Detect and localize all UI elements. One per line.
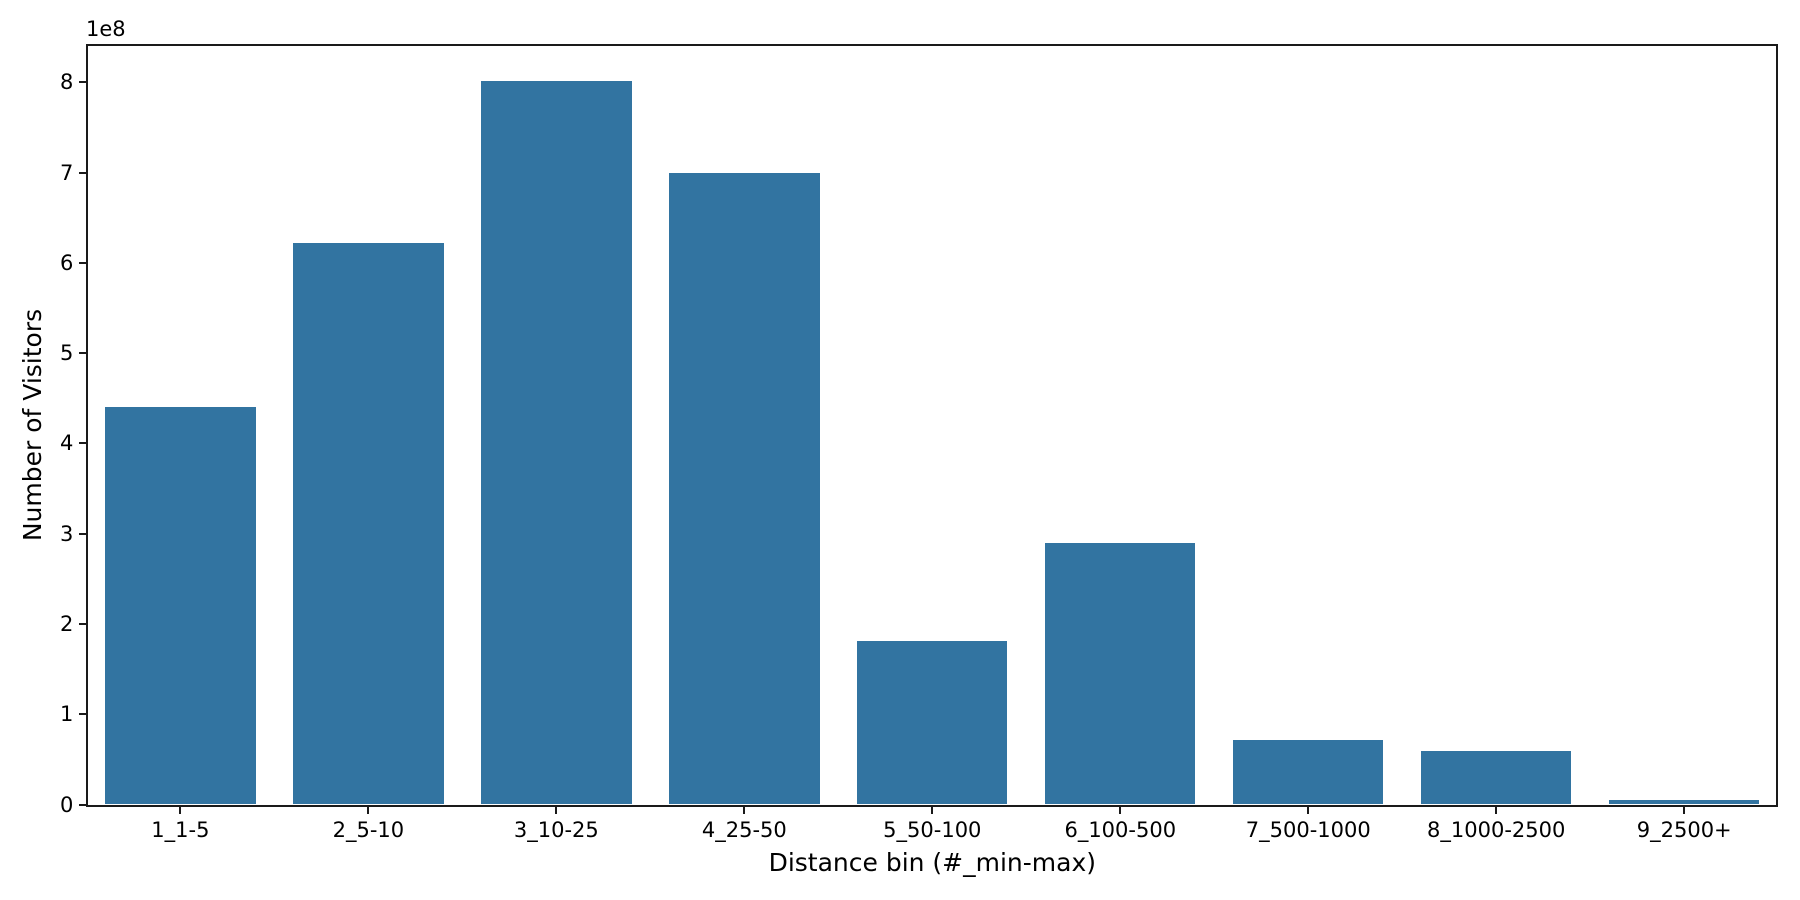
x-tick-label: 3_10-25 bbox=[513, 818, 599, 842]
y-tick-label: 5 bbox=[60, 341, 74, 366]
x-tick-label: 7_500-1000 bbox=[1245, 818, 1371, 842]
y-tick-mark bbox=[79, 171, 87, 174]
x-tick-mark bbox=[179, 806, 182, 814]
plot-area bbox=[86, 43, 1779, 807]
y-axis-offset-label: 1e8 bbox=[86, 17, 126, 41]
x-tick-mark bbox=[1683, 806, 1686, 814]
y-tick-label: 8 bbox=[60, 70, 74, 95]
x-tick-label: 2_5-10 bbox=[332, 818, 405, 842]
x-tick-label: 1_1-5 bbox=[151, 818, 210, 842]
bar-7_500-1000 bbox=[1233, 740, 1384, 805]
y-tick-mark bbox=[79, 81, 87, 84]
y-tick-mark bbox=[79, 713, 87, 716]
bar-2_5-10 bbox=[293, 243, 444, 805]
x-tick-mark bbox=[1307, 806, 1310, 814]
y-tick-label: 4 bbox=[60, 431, 74, 456]
y-tick-label: 7 bbox=[60, 160, 74, 185]
bar-4_25-50 bbox=[669, 172, 820, 805]
x-tick-label: 9_2500+ bbox=[1636, 818, 1732, 842]
y-tick-mark bbox=[79, 532, 87, 535]
x-tick-mark bbox=[931, 806, 934, 814]
x-tick-mark bbox=[555, 806, 558, 814]
x-tick-mark bbox=[367, 806, 370, 814]
y-tick-mark bbox=[79, 261, 87, 264]
x-tick-label: 5_50-100 bbox=[883, 818, 982, 842]
y-tick-label: 0 bbox=[60, 792, 74, 817]
x-tick-mark bbox=[1495, 806, 1498, 814]
x-tick-label: 8_1000-2500 bbox=[1427, 818, 1566, 842]
bar-9_2500+ bbox=[1609, 799, 1760, 805]
y-tick-label: 6 bbox=[60, 250, 74, 275]
y-tick-label: 3 bbox=[60, 521, 74, 546]
bar-8_1000-2500 bbox=[1421, 751, 1572, 805]
bar-3_10-25 bbox=[481, 80, 632, 805]
x-tick-mark bbox=[743, 806, 746, 814]
bar-1_1-5 bbox=[105, 407, 256, 805]
x-tick-label: 6_100-500 bbox=[1064, 818, 1177, 842]
y-tick-mark bbox=[79, 442, 87, 445]
y-tick-label: 2 bbox=[60, 611, 74, 636]
y-tick-label: 1 bbox=[60, 702, 74, 727]
y-tick-mark bbox=[79, 803, 87, 806]
y-tick-mark bbox=[79, 622, 87, 625]
x-axis-title: Distance bin (#_min-max) bbox=[768, 848, 1097, 877]
x-tick-mark bbox=[1119, 806, 1122, 814]
y-axis-title: Number of Visitors bbox=[18, 308, 47, 542]
y-tick-mark bbox=[79, 352, 87, 355]
bar-6_100-500 bbox=[1045, 542, 1196, 805]
bar-5_50-100 bbox=[857, 641, 1008, 805]
x-tick-label: 4_25-50 bbox=[701, 818, 787, 842]
